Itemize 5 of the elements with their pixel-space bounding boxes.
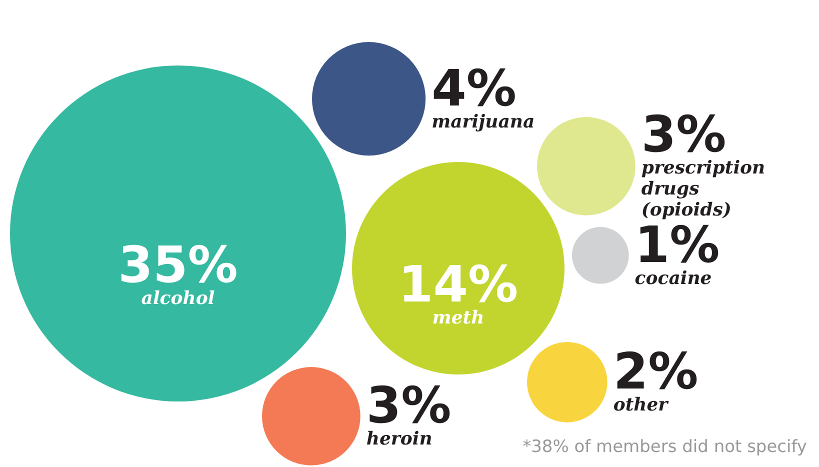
text: *38% of members did not specify [522, 437, 807, 457]
category-label: cocaine [634, 268, 712, 289]
category-label: prescription drugs (opioids) [641, 158, 766, 221]
category-label: meth [432, 307, 484, 328]
category-label: marijuana [432, 111, 535, 132]
